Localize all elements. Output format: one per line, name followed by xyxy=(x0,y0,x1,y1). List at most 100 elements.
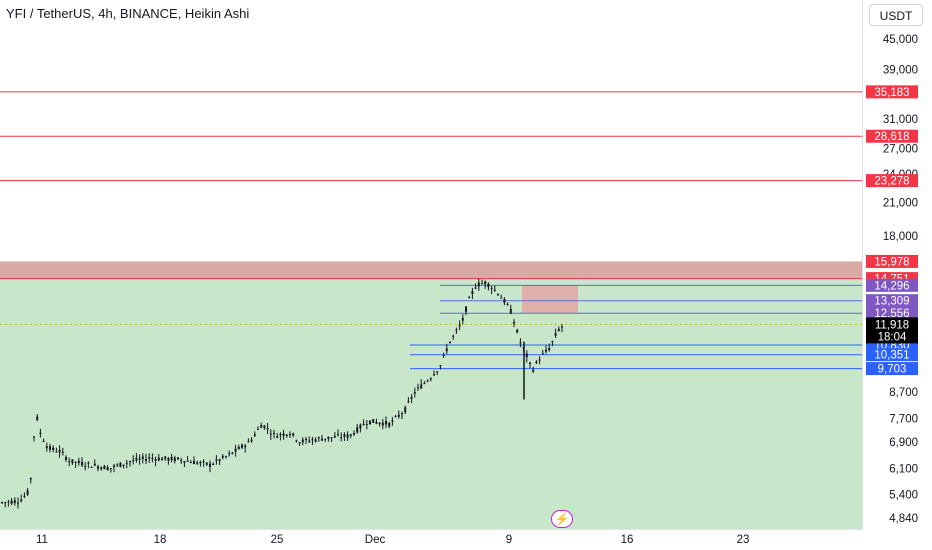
y-tick-label: 8,700 xyxy=(889,387,918,399)
candle-body xyxy=(225,456,227,458)
tradingview-icon[interactable]: ⚡ xyxy=(551,510,573,528)
candle-body xyxy=(145,458,147,461)
candle-body xyxy=(90,466,93,468)
range-price-label-bg xyxy=(866,294,918,308)
candle-body xyxy=(234,448,237,452)
candle-body xyxy=(452,335,455,337)
candle-body xyxy=(410,396,413,399)
countdown-label: 18:04 xyxy=(878,331,907,343)
candle-body xyxy=(417,387,419,389)
candle-body xyxy=(23,495,26,497)
candle-body xyxy=(186,460,189,462)
y-tick-label: 5,400 xyxy=(889,489,918,501)
candle-body xyxy=(177,457,179,460)
candle-body xyxy=(317,437,320,439)
candle-body xyxy=(180,459,183,462)
zone-price-label: 15,978 xyxy=(874,256,909,268)
candle-body xyxy=(42,440,45,442)
support-price-label-bg xyxy=(866,348,918,362)
range-price-label: 12,556 xyxy=(874,308,909,320)
candle-body xyxy=(500,297,503,299)
candle-body xyxy=(84,465,87,467)
candle-body xyxy=(561,326,563,328)
candle-body xyxy=(349,434,352,436)
candle-body xyxy=(391,420,394,422)
candle-body xyxy=(295,440,298,442)
candle-body xyxy=(327,436,330,439)
y-tick-label: 6,100 xyxy=(889,463,918,475)
candle-body xyxy=(106,467,109,471)
support-price-label-bg xyxy=(866,362,918,376)
pending-box xyxy=(522,285,578,314)
candle-body xyxy=(436,371,439,373)
candle-body xyxy=(298,442,301,444)
candle-body xyxy=(381,422,384,426)
candle-body xyxy=(343,434,346,437)
candle-body xyxy=(93,463,96,466)
candle-body xyxy=(81,461,83,466)
candle-body xyxy=(442,354,445,356)
candle-body xyxy=(132,459,135,461)
candle-body xyxy=(468,297,471,299)
candle-body xyxy=(218,459,221,462)
candle-body xyxy=(10,500,13,504)
y-tick-label: 27,000 xyxy=(883,144,918,156)
candle-body xyxy=(183,461,186,463)
candle-body xyxy=(221,455,224,458)
candle-body xyxy=(481,283,483,285)
y-tick-label: 39,000 xyxy=(883,65,918,77)
candle-body xyxy=(196,462,199,464)
candle-body xyxy=(244,445,247,448)
currency-button[interactable]: USDT xyxy=(869,4,923,26)
candle-body xyxy=(519,342,522,344)
candle-body xyxy=(269,433,272,435)
candle-body xyxy=(474,287,477,289)
y-tick-label: 4,840 xyxy=(889,513,918,525)
candle-body xyxy=(170,457,173,461)
candle-body xyxy=(119,462,122,467)
x-tick-label: 16 xyxy=(621,534,634,546)
candle-body xyxy=(250,439,253,442)
candle-body xyxy=(167,458,170,461)
candle-body xyxy=(362,423,365,426)
range-price-label: 13,309 xyxy=(874,296,909,308)
time-axis-separator xyxy=(0,529,862,530)
candle-body xyxy=(103,465,106,470)
candle-body xyxy=(282,433,285,436)
candle-body xyxy=(173,457,176,462)
candle-body xyxy=(548,348,551,351)
candle-body xyxy=(516,329,519,333)
candle-body xyxy=(151,458,154,460)
chart-title: YFI / TetherUS, 4h, BINANCE, Heikin Ashi xyxy=(6,6,250,21)
y-tick-label: 6,900 xyxy=(889,437,918,449)
candle-body xyxy=(365,423,368,425)
x-tick-label: 18 xyxy=(154,534,167,546)
candle-body xyxy=(247,441,250,443)
candle-body xyxy=(58,449,61,453)
candle-body xyxy=(209,463,211,467)
candle-body xyxy=(455,329,458,331)
candle-body xyxy=(471,291,474,295)
candle-body xyxy=(189,462,192,464)
range-price-label-bg xyxy=(866,306,918,320)
candle-body xyxy=(68,461,71,463)
candle-body xyxy=(305,438,307,440)
candle-body xyxy=(141,456,144,459)
price-axis-separator xyxy=(862,0,863,530)
candle-body xyxy=(439,365,442,367)
candle-body xyxy=(7,501,10,503)
candle-body xyxy=(148,457,151,459)
candle-body xyxy=(429,378,432,380)
candle-body xyxy=(205,462,208,465)
candle-body xyxy=(20,499,23,502)
candle-body xyxy=(333,436,336,438)
y-tick-label: 21,000 xyxy=(883,198,918,210)
candle-body xyxy=(404,407,407,413)
candle-body xyxy=(237,446,240,450)
y-tick-label: 45,000 xyxy=(883,34,918,46)
candle-body xyxy=(157,457,160,461)
candle-body xyxy=(113,465,115,468)
candle-body xyxy=(449,341,451,343)
candle-body xyxy=(74,461,77,463)
